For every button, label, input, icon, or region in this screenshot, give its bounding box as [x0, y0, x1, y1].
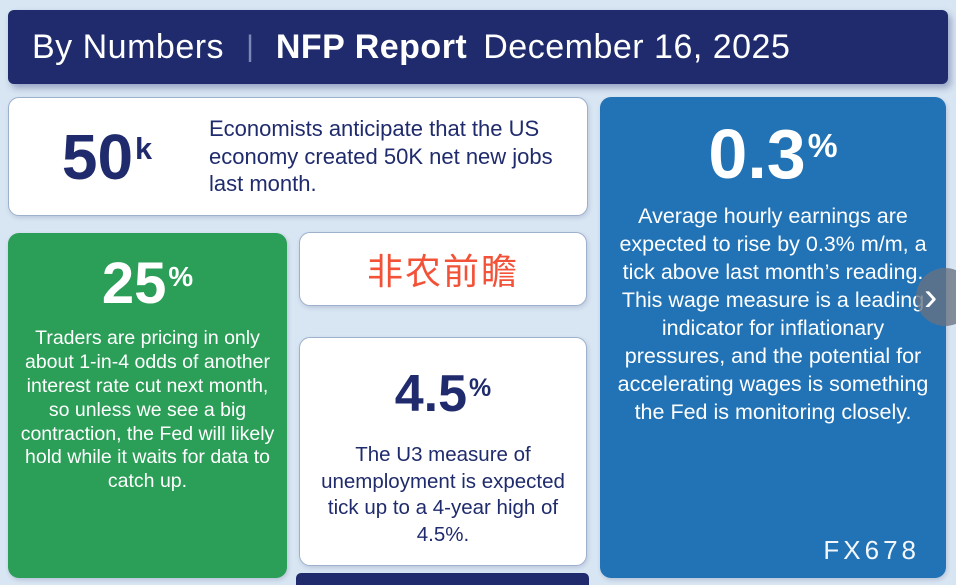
unemployment-number: 4.5	[394, 365, 468, 423]
chevron-right-icon: ›	[924, 275, 938, 319]
earnings-card: 0.3% Average hourly earnings are expecte…	[600, 97, 946, 578]
unemployment-unit: %	[469, 373, 492, 402]
rate-cut-unit: %	[168, 260, 194, 292]
rate-cut-description: Traders are pricing in only about 1-in-4…	[20, 327, 275, 493]
next-arrow-button[interactable]: ›	[916, 268, 956, 326]
header-title: By Numbers	[32, 27, 225, 66]
jobs-number: 50	[61, 120, 134, 193]
jobs-description: Economists anticipate that the US econom…	[209, 116, 553, 197]
earnings-number: 0.3	[708, 115, 806, 193]
unemployment-description: The U3 measure of unemployment is expect…	[321, 443, 565, 546]
earnings-description: Average hourly earnings are expected to …	[617, 204, 929, 424]
rate-cut-number: 25	[101, 251, 167, 316]
earnings-unit: %	[807, 128, 838, 166]
preview-card: 非农前瞻	[299, 232, 587, 306]
unemployment-value: 4.5%	[318, 368, 568, 420]
jobs-card: 50k Economists anticipate that the US ec…	[8, 97, 588, 216]
preview-title: 非农前瞻	[366, 251, 519, 292]
header-report-name: NFP Report	[275, 27, 468, 66]
watermark: FX678	[823, 535, 920, 565]
header-date: December 16, 2025	[483, 27, 791, 66]
next-card-peek	[296, 573, 589, 585]
earnings-value: 0.3%	[615, 119, 931, 189]
jobs-value: 50k	[31, 125, 183, 189]
jobs-unit: k	[135, 131, 153, 167]
unemployment-card: 4.5% The U3 measure of unemployment is e…	[299, 337, 587, 566]
header-bar: By Numbers | NFP Report December 16, 202…	[8, 10, 948, 84]
rate-cut-value: 25%	[20, 255, 275, 313]
rate-cut-card: 25% Traders are pricing in only about 1-…	[8, 233, 287, 578]
header-divider: |	[246, 30, 254, 63]
